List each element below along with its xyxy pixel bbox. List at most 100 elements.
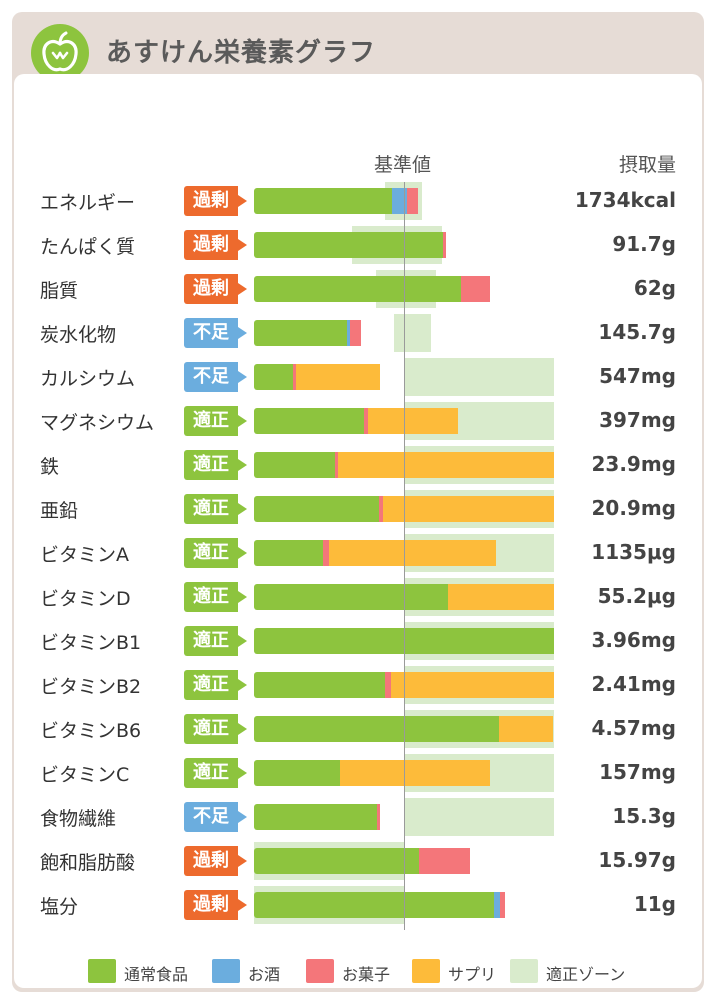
- intake-value: 91.7g: [612, 232, 676, 256]
- bar-segment-sweets: [500, 892, 505, 918]
- nutrient-name: マグネシウム: [40, 412, 155, 434]
- legend-swatch: [212, 959, 240, 983]
- intake-value: 1135μg: [591, 540, 676, 564]
- bar-segment-supplement: [383, 496, 554, 522]
- nutrient-row: たんぱく質 過剰 91.7g: [14, 224, 702, 268]
- intake-value: 62g: [633, 276, 676, 300]
- intake-value: 397mg: [599, 408, 676, 432]
- bar-segment-alcohol: [347, 320, 350, 346]
- nutrient-name: 炭水化物: [40, 324, 117, 346]
- status-badge: 適正: [184, 450, 247, 480]
- bar-segment-supplement: [339, 760, 490, 786]
- bar-segment-sweets: [363, 408, 368, 434]
- status-badge: 適正: [184, 538, 247, 568]
- header: あすけん栄養素グラフ: [12, 12, 704, 94]
- nutrient-row: カルシウム 不足 547mg: [14, 356, 702, 400]
- bar-segment-alcohol: [494, 892, 500, 918]
- nutrient-row: 亜鉛 適正 20.9mg: [14, 488, 702, 532]
- nutrient-name: たんぱく質: [40, 236, 136, 258]
- nutrient-name: ビタミンB2: [40, 676, 142, 698]
- bar-segment-food: [254, 452, 335, 478]
- chart-panel: 基準値 摂取量 エネルギー 過剰 1734kcal たんぱく質 過剰 91.7g 脂質 過剰 6…: [14, 74, 702, 988]
- nutrient-row: 脂質 過剰 62g: [14, 268, 702, 312]
- bar-segment-food: [254, 584, 448, 610]
- status-badge: 適正: [184, 670, 247, 700]
- status-badge: 過剰: [184, 186, 247, 216]
- bar-segment-supplement: [296, 364, 380, 390]
- status-badge: 過剰: [184, 274, 247, 304]
- status-badge: 適正: [184, 626, 247, 656]
- status-badge: 不足: [184, 362, 247, 392]
- bar-segment-food: [254, 364, 293, 390]
- nutrient-name: ビタミンB1: [40, 632, 142, 654]
- intake-value: 15.3g: [612, 804, 676, 828]
- bar-segment-sweets: [378, 496, 383, 522]
- status-badge: 適正: [184, 406, 247, 436]
- status-badge: 不足: [184, 802, 247, 832]
- intake-column-header: 摂取量: [618, 154, 676, 176]
- bar-segment-food: [254, 716, 499, 742]
- bar-segment-sweets: [419, 848, 470, 874]
- bar-segment-supplement: [368, 408, 458, 434]
- bar-segment-supplement: [447, 584, 554, 610]
- status-badge: 過剰: [184, 230, 247, 260]
- nutrient-row: 飽和脂肪酸 過剰 15.97g: [14, 840, 702, 884]
- nutrient-name: 飽和脂肪酸: [40, 852, 136, 874]
- status-badge: 適正: [184, 758, 247, 788]
- bar-segment-food: [254, 320, 347, 346]
- nutrient-name: カルシウム: [40, 368, 136, 390]
- reference-column-header: 基準値: [374, 154, 432, 176]
- status-badge: 過剰: [184, 846, 247, 876]
- bar-segment-sweets: [335, 452, 338, 478]
- legend-label: 通常食品: [124, 965, 189, 984]
- apple-icon: [31, 24, 89, 82]
- status-badge: 適正: [184, 582, 247, 612]
- nutrient-name: ビタミンC: [40, 764, 130, 786]
- legend-label: お菓子: [342, 965, 391, 984]
- intake-value: 4.57mg: [591, 716, 676, 740]
- nutrient-row: ビタミンB1 適正 3.96mg: [14, 620, 702, 664]
- nutrient-name: ビタミンA: [40, 544, 129, 566]
- optimal-zone: [404, 358, 554, 396]
- nutrient-name: 鉄: [40, 456, 60, 478]
- intake-value: 1734kcal: [574, 188, 676, 212]
- nutrient-name: 塩分: [40, 896, 79, 918]
- nutrient-row: エネルギー 過剰 1734kcal: [14, 180, 702, 224]
- bar-segment-food: [254, 408, 364, 434]
- bar-segment-sweets: [461, 276, 490, 302]
- nutrient-row: 鉄 適正 23.9mg: [14, 444, 702, 488]
- intake-value: 20.9mg: [591, 496, 676, 520]
- reference-line: [404, 182, 405, 930]
- bar-segment-sweets: [407, 188, 418, 214]
- bar-segment-food: [254, 496, 379, 522]
- intake-value: 547mg: [599, 364, 676, 388]
- nutrient-name: ビタミンB6: [40, 720, 142, 742]
- bar-segment-food: [254, 848, 419, 874]
- legend-swatch: [88, 959, 116, 983]
- bar-segment-sweets: [323, 540, 329, 566]
- nutrient-row: 塩分 過剰 11g: [14, 884, 702, 928]
- optimal-zone: [404, 798, 554, 836]
- bar-segment-supplement: [338, 452, 554, 478]
- nutrient-name: エネルギー: [40, 192, 136, 214]
- nutrient-row: ビタミンC 適正 157mg: [14, 752, 702, 796]
- status-badge: 適正: [184, 714, 247, 744]
- intake-value: 157mg: [599, 760, 676, 784]
- bar-segment-sweets: [443, 232, 446, 258]
- intake-value: 15.97g: [598, 848, 676, 872]
- bar-segment-food: [254, 760, 340, 786]
- optimal-zone: [393, 314, 431, 352]
- intake-value: 11g: [633, 892, 676, 916]
- bar-segment-food: [254, 892, 494, 918]
- intake-value: 145.7g: [598, 320, 676, 344]
- bar-segment-supplement: [498, 716, 553, 742]
- nutrient-row: ビタミンB2 適正 2.41mg: [14, 664, 702, 708]
- bar-segment-supplement: [390, 672, 554, 698]
- nutrient-name: ビタミンD: [40, 588, 131, 610]
- status-badge: 過剰: [184, 890, 247, 920]
- nutrient-row: ビタミンD 適正 55.2μg: [14, 576, 702, 620]
- nutrient-graph-card: あすけん栄養素グラフ 基準値 摂取量 エネルギー 過剰 1734kcal たんぱく質過…: [12, 12, 704, 992]
- status-badge: 不足: [184, 318, 247, 348]
- nutrient-name: 脂質: [40, 280, 79, 302]
- intake-value: 2.41mg: [591, 672, 676, 696]
